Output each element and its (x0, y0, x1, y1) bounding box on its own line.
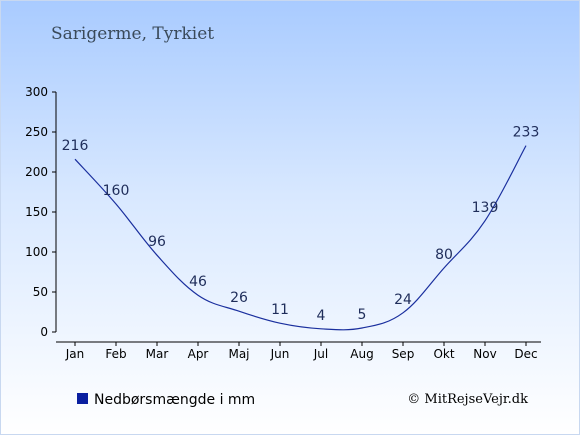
x-tick-label: Nov (473, 347, 496, 361)
series-layer (74, 145, 527, 331)
y-tick-label: 200 (25, 165, 48, 179)
y-tick-label: 300 (25, 85, 48, 99)
data-label: 160 (103, 183, 130, 199)
data-label: 26 (230, 290, 248, 306)
legend-swatch (77, 393, 88, 404)
credit-text: © MitRejseVejr.dk (407, 392, 528, 407)
data-label: 80 (435, 247, 453, 263)
x-tick-label: Jan (65, 347, 85, 361)
x-tick-label: Jun (270, 347, 290, 361)
data-labels: 216 160 96 46 26 11 4 5 24 80 139 233 (62, 125, 540, 324)
x-tick-label: Mar (146, 347, 169, 361)
legend-label: Nedbørsmængde i mm (94, 392, 255, 408)
x-tick-label: Sep (392, 347, 415, 361)
data-label: 24 (394, 292, 412, 308)
x-tick-label: Feb (105, 347, 126, 361)
data-label: 139 (472, 200, 499, 216)
y-tick-label: 250 (25, 125, 48, 139)
x-axis: Jan Feb Mar Apr Maj Jun Jul Aug Sep Okt Nov Dec (56, 341, 541, 361)
data-label: 216 (62, 138, 89, 154)
y-tick-label: 150 (25, 205, 48, 219)
x-tick-label: Maj (228, 347, 249, 361)
data-label: 46 (189, 274, 207, 290)
data-label: 11 (271, 302, 289, 318)
data-label: 4 (317, 308, 326, 324)
y-tick-label: 0 (40, 325, 48, 339)
data-label: 96 (148, 234, 166, 250)
x-tick-label: Jul (313, 347, 328, 361)
x-tick-label: Apr (188, 347, 209, 361)
x-tick-label: Aug (350, 347, 373, 361)
y-axis: 0 50 100 150 200 250 300 (25, 85, 57, 339)
x-tick-label: Okt (433, 347, 454, 361)
series-line (74, 145, 527, 331)
data-label: 5 (358, 307, 367, 323)
y-tick-label: 50 (33, 285, 48, 299)
x-tick-label: Dec (514, 347, 537, 361)
location-title: Sarigerme, Tyrkiet (51, 24, 214, 44)
data-label: 233 (513, 125, 540, 141)
y-tick-label: 100 (25, 245, 48, 259)
